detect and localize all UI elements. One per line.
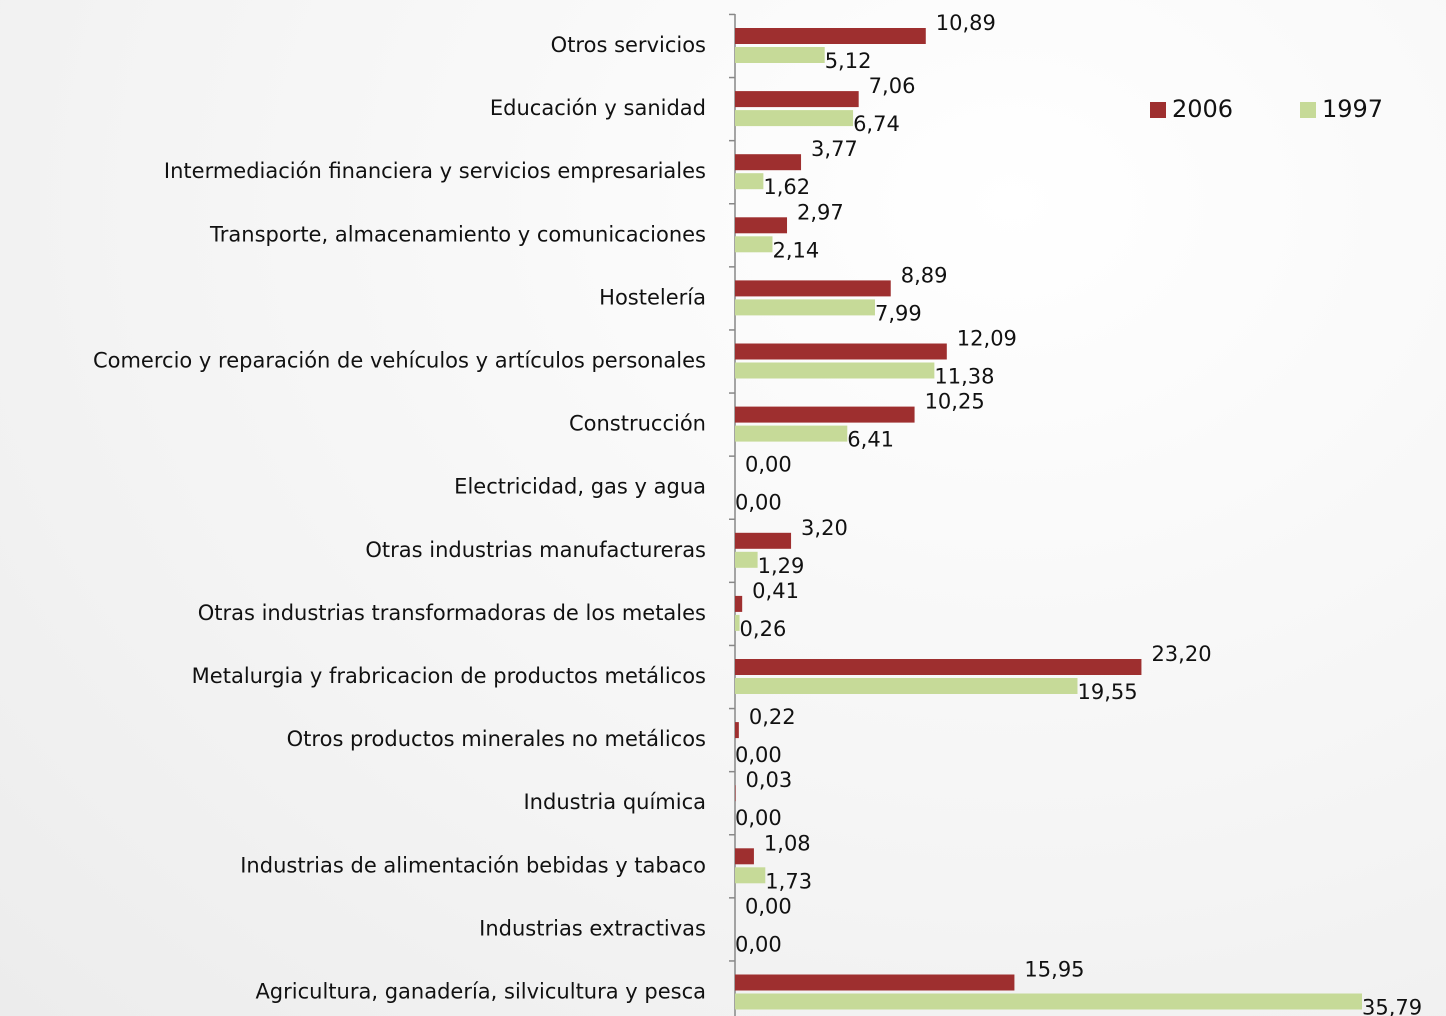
category-label: Intermediación financiera y servicios em… xyxy=(164,159,706,183)
bar xyxy=(735,299,875,316)
bar xyxy=(735,280,891,297)
category-label: Industria química xyxy=(523,790,706,814)
category-label: Comercio y reparación de vehículos y art… xyxy=(93,349,706,373)
legend-swatch xyxy=(1300,102,1316,118)
category-label: Hostelería xyxy=(599,285,706,309)
value-label: 8,89 xyxy=(901,263,948,287)
value-label: 0,26 xyxy=(740,617,787,641)
value-label: 6,41 xyxy=(847,428,894,452)
value-label: 15,95 xyxy=(1024,958,1084,982)
category-label: Industrias extractivas xyxy=(479,916,706,940)
value-label: 2,97 xyxy=(797,200,844,224)
value-label: 3,20 xyxy=(801,516,848,540)
category-label: Industrias de alimentación bebidas y tab… xyxy=(240,853,706,877)
category-label: Educación y sanidad xyxy=(490,96,706,120)
value-label: 1,29 xyxy=(758,554,805,578)
bar xyxy=(735,28,926,44)
value-label: 0,00 xyxy=(735,491,782,515)
category-label: Otros servicios xyxy=(551,33,706,57)
value-label: 23,20 xyxy=(1151,642,1211,666)
legend-label: 1997 xyxy=(1322,95,1383,123)
value-label: 35,79 xyxy=(1362,996,1422,1016)
value-label: 1,73 xyxy=(765,869,812,893)
bar xyxy=(735,722,739,739)
bar xyxy=(735,551,758,568)
value-label: 0,41 xyxy=(752,579,799,603)
value-label: 3,77 xyxy=(811,137,858,161)
value-label: 0,00 xyxy=(735,806,782,830)
value-label: 10,25 xyxy=(925,390,985,414)
value-label: 0,22 xyxy=(749,705,796,729)
category-label: Transporte, almacenamiento y comunicacio… xyxy=(209,222,706,246)
value-label: 10,89 xyxy=(936,11,996,35)
bar xyxy=(735,236,773,253)
value-label: 0,00 xyxy=(745,453,792,477)
bar xyxy=(735,154,802,171)
value-label: 1,62 xyxy=(763,175,810,199)
bar xyxy=(735,91,859,108)
value-label: 12,09 xyxy=(957,327,1017,351)
value-label: 7,99 xyxy=(875,301,922,325)
bar xyxy=(735,867,766,884)
category-label: Otras industrias transformadoras de los … xyxy=(198,601,706,625)
category-label: Otras industrias manufactureras xyxy=(365,538,706,562)
value-label: 0,00 xyxy=(735,743,782,767)
bar xyxy=(735,362,935,379)
bar xyxy=(735,993,1362,1010)
bar xyxy=(735,659,1142,675)
value-label: 0,03 xyxy=(746,768,793,792)
value-label: 2,14 xyxy=(772,238,819,262)
value-label: 1,08 xyxy=(764,831,811,855)
legend-swatch xyxy=(1150,102,1166,118)
bar xyxy=(735,110,854,127)
bar xyxy=(735,974,1015,991)
bar xyxy=(735,614,740,631)
value-label: 19,55 xyxy=(1077,680,1137,704)
bar xyxy=(735,595,743,612)
value-label: 0,00 xyxy=(745,894,792,918)
bar xyxy=(735,532,792,549)
bar xyxy=(735,678,1078,694)
bar xyxy=(735,47,825,63)
bar xyxy=(735,848,754,865)
value-label: 5,12 xyxy=(825,49,872,73)
category-label: Agricultura, ganadería, silvicultura y p… xyxy=(255,980,706,1004)
bar xyxy=(735,785,736,802)
category-label: Electricidad, gas y agua xyxy=(454,475,706,499)
value-label: 7,06 xyxy=(869,74,916,98)
bar xyxy=(735,406,915,423)
bar xyxy=(735,217,788,234)
bar xyxy=(735,173,764,190)
category-label: Construcción xyxy=(569,412,706,436)
category-label: Otros productos minerales no metálicos xyxy=(287,727,706,751)
bar xyxy=(735,425,848,442)
bar xyxy=(735,343,947,360)
value-label: 11,38 xyxy=(934,365,994,389)
value-label: 0,00 xyxy=(735,932,782,956)
legend-label: 2006 xyxy=(1172,95,1233,123)
value-label: 6,74 xyxy=(853,112,900,136)
category-label: Metalurgia y frabricacion de productos m… xyxy=(192,664,706,688)
